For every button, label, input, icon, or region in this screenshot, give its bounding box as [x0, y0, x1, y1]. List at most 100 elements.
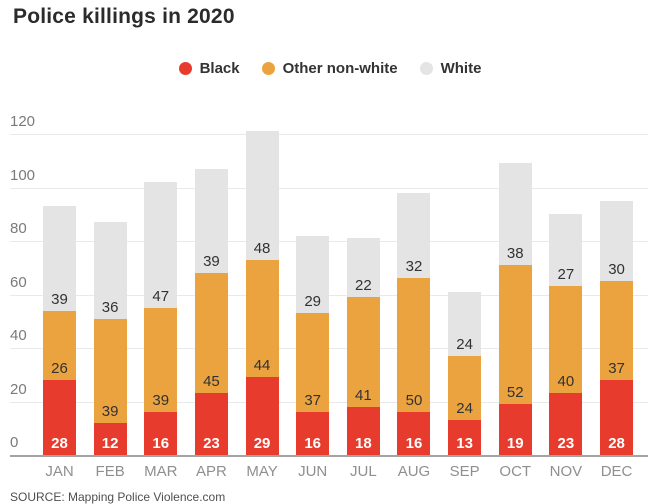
bar-segment-jun-black	[296, 412, 330, 455]
bar-segment-may-other-non-white	[245, 259, 279, 378]
page-title: Police killings in 2020	[13, 5, 235, 28]
chart-legend: Black Other non-white White	[0, 60, 660, 77]
bar-segment-dec-black	[600, 380, 634, 455]
bar-segment-jul-black	[346, 406, 380, 455]
bar-value-mar-other-non-white: 39	[152, 392, 170, 410]
legend-item-black: Black	[178, 60, 240, 77]
bar-segment-mar-other-non-white	[144, 307, 178, 413]
x-label-mar: MAR	[144, 463, 178, 480]
bar-value-dec-other-non-white: 37	[608, 360, 625, 378]
bar-segment-aug-other-non-white	[397, 278, 431, 413]
y-tick-label-0: 0	[10, 434, 19, 451]
gridline-100	[10, 187, 648, 189]
bar-segment-apr-white	[194, 168, 228, 274]
bar-segment-nov-white	[549, 214, 583, 287]
x-label-nov: NOV	[549, 463, 583, 480]
y-tick-label-120: 120	[10, 113, 36, 130]
bar-segment-apr-black	[194, 393, 228, 455]
bar-value-dec-white: 30	[608, 261, 625, 279]
x-label-feb: FEB	[95, 463, 125, 480]
bar-value-jan-white: 39	[51, 290, 68, 308]
bar-segment-dec-other-non-white	[600, 281, 634, 381]
bar-value-jun-white: 29	[304, 293, 322, 311]
x-label-aug: AUG	[397, 463, 431, 480]
bar-segment-oct-black	[498, 404, 532, 455]
bar-segment-apr-other-non-white	[194, 273, 228, 394]
bar-value-mar-black: 16	[152, 435, 170, 452]
bar-value-jul-white: 22	[354, 277, 372, 295]
y-tick-label-80: 80	[10, 220, 27, 237]
bar-segment-dec-white	[600, 200, 634, 282]
x-label-dec: DEC	[600, 463, 633, 480]
bar-segment-sep-white	[448, 291, 482, 356]
bar-value-dec-black: 28	[608, 435, 625, 452]
bar-value-apr-other-non-white: 45	[203, 373, 220, 391]
legend-dot-white-icon	[419, 62, 433, 75]
legend-label: White	[440, 60, 482, 77]
bar-value-may-other-non-white: 44	[253, 357, 271, 375]
bar-segment-feb-black	[93, 422, 127, 455]
bar-value-may-black: 29	[253, 435, 271, 452]
legend-label: Other non-white	[282, 60, 398, 77]
bar-segment-sep-black	[448, 420, 482, 455]
legend-label: Black	[199, 60, 240, 77]
bar-value-feb-other-non-white: 39	[101, 402, 119, 420]
y-tick-label-60: 60	[10, 273, 27, 291]
x-axis-line	[10, 455, 648, 457]
y-tick-label-100: 100	[10, 166, 36, 184]
bar-segment-jul-white	[346, 238, 380, 298]
bar-segment-nov-other-non-white	[549, 286, 583, 394]
bar-segment-may-white	[245, 131, 279, 260]
bar-value-oct-black: 19	[506, 435, 524, 452]
bar-value-aug-white: 32	[405, 258, 423, 276]
bar-segment-jun-white	[296, 235, 330, 314]
bar-value-nov-other-non-white: 40	[557, 373, 575, 391]
source-note: SOURCE: Mapping Police Violence.com	[10, 490, 226, 504]
bar-value-aug-black: 16	[405, 435, 423, 452]
x-label-may: MAY	[246, 463, 278, 480]
bar-segment-aug-white	[397, 192, 431, 279]
bar-value-jul-black: 18	[354, 435, 372, 452]
bar-segment-jan-other-non-white	[43, 310, 76, 381]
bar-value-mar-white: 47	[152, 287, 170, 305]
bar-value-apr-white: 39	[203, 253, 220, 271]
bar-segment-nov-black	[549, 393, 583, 455]
bar-segment-may-black	[245, 377, 279, 455]
bar-segment-feb-other-non-white	[93, 318, 127, 423]
bar-value-nov-white: 27	[557, 266, 575, 284]
x-label-sep: SEP	[449, 463, 480, 480]
x-label-apr: APR	[195, 463, 227, 480]
legend-item-white: White	[419, 60, 482, 77]
bar-value-sep-other-non-white: 24	[456, 400, 473, 418]
bar-value-jan-other-non-white: 26	[51, 360, 68, 378]
y-tick-label-40: 40	[10, 327, 27, 344]
bar-segment-feb-white	[93, 222, 127, 319]
bar-value-may-white: 48	[253, 239, 271, 257]
bar-value-jun-black: 16	[304, 435, 322, 452]
bar-value-aug-other-non-white: 50	[405, 392, 423, 410]
bar-segment-mar-black	[144, 412, 178, 455]
legend-dot-black-icon	[178, 62, 192, 75]
bar-value-feb-black: 12	[101, 435, 119, 452]
bar-value-jul-other-non-white: 41	[354, 386, 372, 404]
bar-value-sep-white: 24	[456, 336, 473, 354]
bar-segment-sep-other-non-white	[448, 356, 482, 421]
legend-dot-other-non-white-icon	[261, 62, 275, 75]
bar-segment-oct-white	[498, 163, 532, 266]
x-label-oct: OCT	[499, 463, 532, 480]
bar-segment-jan-black	[43, 380, 76, 455]
bar-value-feb-white: 36	[101, 298, 119, 316]
bar-segment-jun-other-non-white	[296, 313, 330, 413]
bar-segment-jan-white	[43, 206, 76, 311]
x-label-jun: JUN	[298, 463, 328, 480]
bar-segment-aug-black	[397, 412, 431, 455]
bar-segment-oct-other-non-white	[498, 265, 532, 405]
x-label-jan: JAN	[45, 463, 74, 480]
bar-value-jan-black: 28	[51, 435, 68, 452]
bar-value-oct-other-non-white: 52	[506, 384, 524, 402]
bar-value-sep-black: 13	[456, 435, 473, 452]
bar-segment-mar-white	[144, 182, 178, 308]
bar-value-oct-white: 38	[506, 245, 524, 263]
bar-value-jun-other-non-white: 37	[304, 392, 322, 410]
bar-value-apr-black: 23	[203, 435, 220, 452]
